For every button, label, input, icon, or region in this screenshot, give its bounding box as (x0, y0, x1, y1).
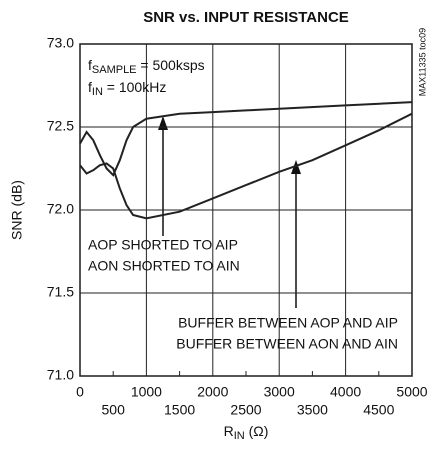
y-tick-label: 73.0 (47, 35, 74, 51)
x-tick-label: 4000 (330, 384, 361, 400)
annotation: AON SHORTED TO AIN (88, 258, 240, 274)
x-axis-label-sub: IN (234, 430, 245, 442)
x-axis-label-rest: (Ω) (245, 423, 269, 439)
condition-rest: = 500ksps (137, 57, 205, 73)
x-tick-label: 3000 (264, 384, 295, 400)
condition: fIN = 100kHz (88, 79, 166, 98)
x-tick-label: 2000 (197, 384, 228, 400)
condition-sub: SAMPLE (92, 64, 137, 76)
y-tick-label: 71.0 (47, 367, 74, 383)
x-tick-label: 0 (76, 384, 84, 400)
series-line (79, 112, 413, 220)
condition-main: f (88, 57, 92, 73)
series-line (79, 101, 413, 177)
y-tick-label: 72.0 (47, 201, 74, 217)
annotation: BUFFER BETWEEN AON AND AIN (176, 336, 398, 352)
condition-rest: = 100kHz (103, 79, 166, 95)
x-tick-label: 3500 (297, 402, 328, 418)
x-axis-label: RIN (Ω) (224, 423, 269, 442)
x-tick-label: 1000 (131, 384, 162, 400)
chart-title: SNR vs. INPUT RESISTANCE (143, 9, 349, 26)
condition-main: f (88, 79, 92, 95)
x-tick-label: 1500 (164, 402, 195, 418)
side-note: MAX11335 toc09 (417, 28, 427, 96)
annotation: AOP SHORTED TO AIP (88, 237, 238, 253)
y-tick-label: 71.5 (47, 284, 74, 300)
y-axis-label: SNR (dB) (9, 180, 25, 240)
y-tick-label: 72.5 (47, 118, 74, 134)
annotation: BUFFER BETWEEN AOP AND AIP (178, 315, 398, 331)
condition-sub: IN (92, 86, 103, 98)
condition: fSAMPLE = 500ksps (88, 57, 205, 76)
x-tick-label: 2500 (230, 402, 261, 418)
x-tick-label: 500 (102, 402, 126, 418)
x-tick-label: 4500 (363, 402, 394, 418)
x-axis-label-main: R (224, 423, 234, 439)
x-tick-label: 5000 (396, 384, 427, 400)
